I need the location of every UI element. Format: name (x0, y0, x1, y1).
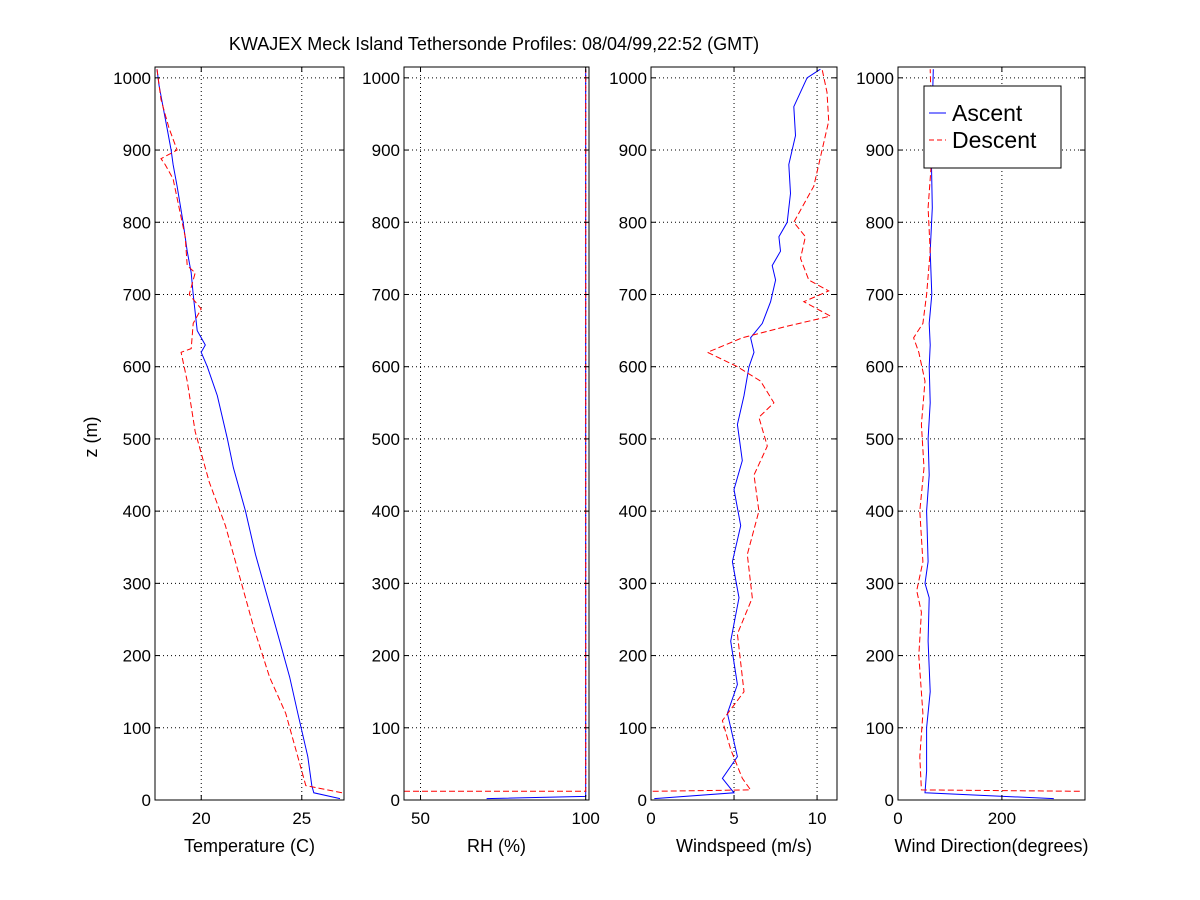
panel-3: 0 100 200 300 400 500 600 700 800 900 1000 0 5 10 Wind… (609, 66, 838, 856)
y-tick-label: 0 (142, 791, 151, 810)
y-tick-label: 100 (619, 719, 647, 738)
y-tick-label: 600 (619, 358, 647, 377)
y-tick-label: 900 (372, 141, 400, 160)
y-tick-label: 800 (123, 213, 151, 232)
y-tick-label: 600 (372, 358, 400, 377)
x-tick-label: 100 (572, 809, 600, 828)
axes-frame (650, 66, 838, 801)
series-line-ascent (924, 69, 1054, 800)
legend-label-descent: Descent (952, 127, 1037, 153)
y-tick-label: 100 (372, 719, 400, 738)
y-tick-label: 400 (123, 502, 151, 521)
y-tick-label: 800 (619, 213, 647, 232)
y-tick-label: 0 (638, 791, 647, 810)
y-tick-label: 900 (866, 141, 894, 160)
x-tick-label: 50 (411, 809, 430, 828)
y-tick-label: 500 (866, 430, 894, 449)
series-line-ascent (156, 69, 341, 800)
panel-4: 0 100 200 300 400 500 600 700 800 900 1000 0 200 Wind… (856, 66, 1089, 856)
series-line-descent (913, 69, 1080, 792)
axes-frame (403, 66, 590, 801)
y-tick-label: 400 (619, 502, 647, 521)
series-line-descent (156, 69, 343, 794)
axes-frame (897, 66, 1086, 801)
panel-2: 0 100 200 300 400 500 600 700 800 900 1000 50 100 RH … (362, 66, 600, 856)
y-tick-label: 0 (391, 791, 400, 810)
y-tick-label: 500 (123, 430, 151, 449)
y-tick-label: 700 (372, 285, 400, 304)
panel-1: 0 100 200 300 400 500 600 700 800 900 1000 20 25 Temp… (113, 66, 345, 856)
y-tick-label: 500 (619, 430, 647, 449)
y-tick-label: 700 (123, 285, 151, 304)
x-tick-label: 0 (646, 809, 655, 828)
y-tick-label: 900 (123, 141, 151, 160)
y-tick-label: 400 (372, 502, 400, 521)
series-line-descent (652, 69, 832, 792)
y-tick-label: 300 (372, 574, 400, 593)
y-tick-label: 300 (619, 574, 647, 593)
y-tick-label: 200 (866, 647, 894, 666)
legend-box (923, 85, 1062, 169)
x-tick-label: 20 (192, 809, 211, 828)
x-tick-label: 5 (729, 809, 738, 828)
y-tick-label: 1000 (362, 69, 400, 88)
x-axis-label: Wind Direction(degrees) (894, 836, 1088, 856)
y-tick-label: 800 (372, 213, 400, 232)
y-tick-label: 1000 (856, 69, 894, 88)
y-tick-label: 200 (619, 647, 647, 666)
y-tick-label: 200 (372, 647, 400, 666)
y-tick-label: 1000 (609, 69, 647, 88)
y-axis-label: z (m) (81, 417, 101, 458)
x-tick-label: 10 (808, 809, 827, 828)
figure-title: KWAJEX Meck Island Tethersonde Profiles:… (229, 34, 759, 54)
x-axis-label: RH (%) (467, 836, 526, 856)
y-tick-label: 1000 (113, 69, 151, 88)
x-tick-label: 0 (893, 809, 902, 828)
y-tick-label: 200 (123, 647, 151, 666)
series-line-ascent (654, 68, 821, 800)
y-tick-label: 900 (619, 141, 647, 160)
y-tick-label: 300 (866, 574, 894, 593)
y-tick-label: 400 (866, 502, 894, 521)
y-tick-label: 100 (123, 719, 151, 738)
y-tick-label: 0 (885, 791, 894, 810)
x-axis-label: Temperature (C) (184, 836, 315, 856)
y-tick-label: 600 (123, 358, 151, 377)
legend-label-ascent: Ascent (952, 100, 1023, 126)
y-tick-label: 300 (123, 574, 151, 593)
y-tick-label: 800 (866, 213, 894, 232)
axes-frame (154, 66, 345, 801)
y-tick-label: 600 (866, 358, 894, 377)
y-tick-label: 700 (619, 285, 647, 304)
x-tick-label: 25 (292, 809, 311, 828)
y-tick-label: 500 (372, 430, 400, 449)
x-axis-label: Windspeed (m/s) (676, 836, 812, 856)
y-tick-label: 700 (866, 285, 894, 304)
x-tick-label: 200 (988, 809, 1016, 828)
y-tick-label: 100 (866, 719, 894, 738)
series-line-descent (404, 69, 587, 792)
